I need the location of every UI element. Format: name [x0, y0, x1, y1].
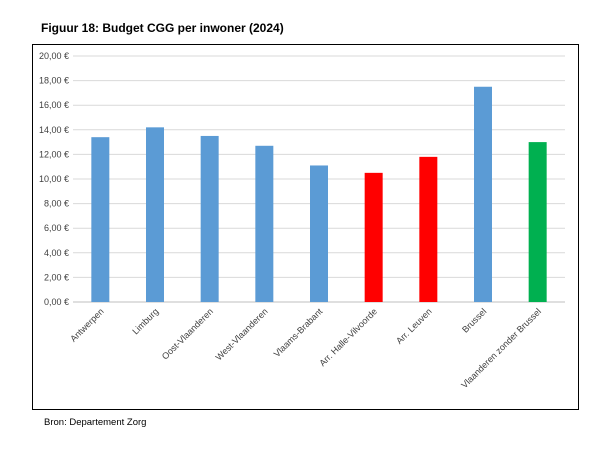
y-tick-label: 14,00 €	[39, 125, 69, 135]
bar	[528, 142, 547, 302]
bar	[474, 86, 492, 302]
y-tick-label: 20,00 €	[39, 51, 69, 61]
bar	[146, 127, 164, 302]
x-tick-label: Antwerpen	[68, 306, 105, 343]
x-tick-label: Vlaams-Brabant	[272, 306, 325, 359]
bar	[255, 145, 274, 302]
y-tick-label: 12,00 €	[39, 149, 69, 159]
y-tick-label: 16,00 €	[39, 100, 69, 110]
chart-frame	[32, 44, 579, 410]
x-tick-label: Oost-Vlaanderen	[160, 306, 215, 361]
bar	[419, 156, 438, 302]
bar	[364, 172, 383, 302]
y-tick-label: 6,00 €	[44, 223, 69, 233]
bar	[91, 137, 110, 302]
bar	[310, 165, 328, 302]
x-tick-label: Arr. Halle-Vilvoorde	[317, 306, 379, 368]
y-tick-label: 0,00 €	[44, 297, 69, 307]
y-tick-label: 4,00 €	[44, 248, 69, 258]
chart-title: Figuur 18: Budget CGG per inwoner (2024)	[41, 21, 284, 35]
x-tick-label: West-Vlaanderen	[214, 306, 270, 362]
y-tick-label: 8,00 €	[44, 199, 69, 209]
source-note: Bron: Departement Zorg	[44, 417, 147, 428]
bar	[200, 135, 219, 302]
x-tick-label: Arr. Leuven	[394, 306, 434, 346]
y-tick-label: 10,00 €	[39, 174, 69, 184]
x-tick-label: Limburg	[130, 306, 160, 336]
y-tick-label: 2,00 €	[44, 272, 69, 282]
y-tick-label: 18,00 €	[39, 76, 69, 86]
x-tick-label: Brussel	[460, 306, 488, 334]
